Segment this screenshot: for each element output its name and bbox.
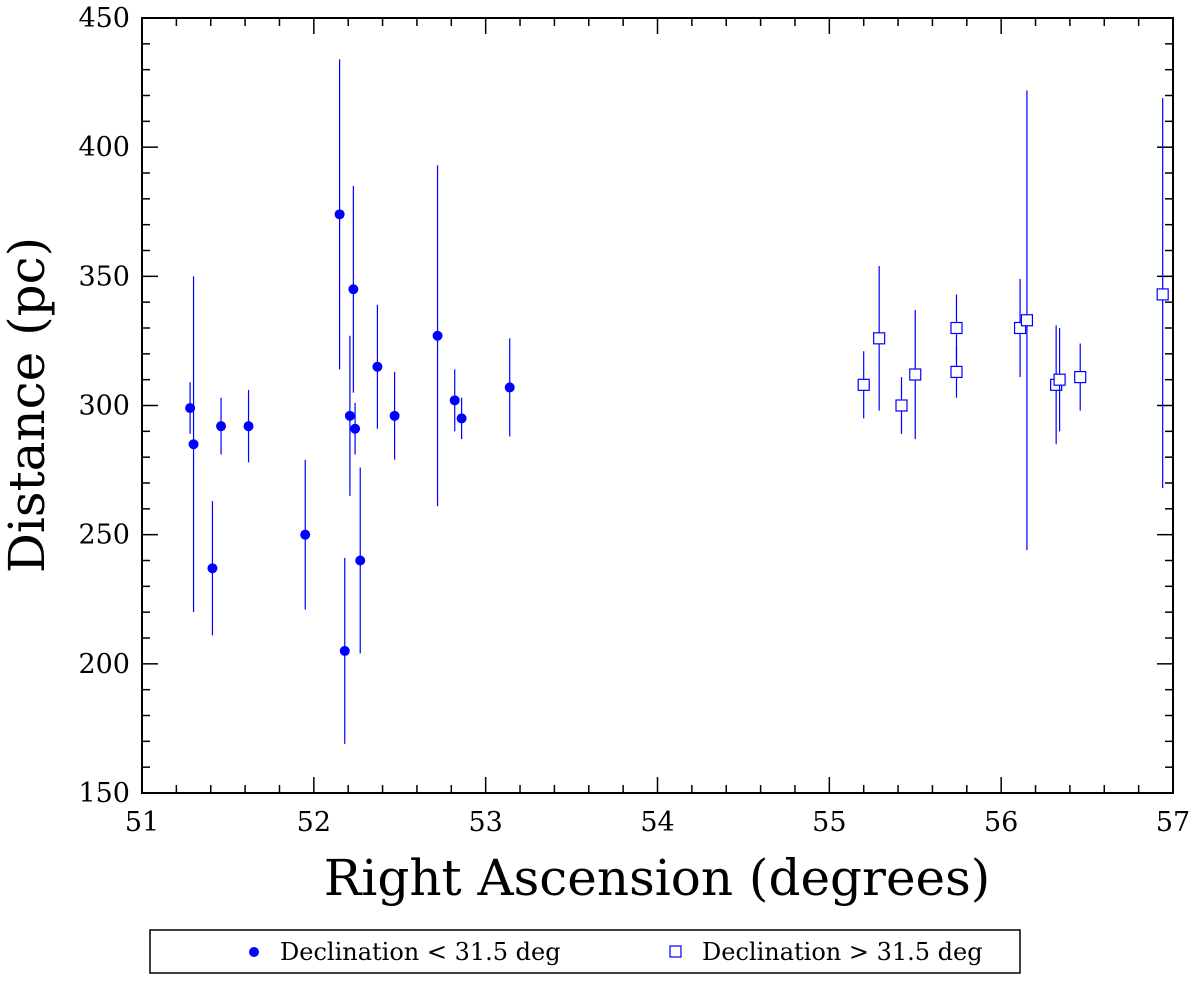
data-point xyxy=(449,395,460,406)
legend-marker-filled-circle xyxy=(249,947,259,957)
y-tick-label: 450 xyxy=(78,3,130,34)
data-point xyxy=(350,423,361,434)
data-point xyxy=(1020,314,1034,327)
x-tick-label: 54 xyxy=(640,807,674,838)
data-point xyxy=(216,421,227,432)
legend-label-high-declination: Declination > 31.5 deg xyxy=(702,938,983,966)
data-point xyxy=(372,361,383,372)
legend-marker-open-square xyxy=(669,945,682,958)
y-tick-label: 400 xyxy=(78,132,130,163)
data-point xyxy=(1013,321,1027,335)
plot-area xyxy=(185,59,1169,744)
y-tick-label: 350 xyxy=(78,261,130,292)
data-point xyxy=(504,382,515,393)
data-point xyxy=(432,330,443,341)
data-point xyxy=(389,410,400,421)
data-point xyxy=(909,368,922,381)
data-point xyxy=(344,410,355,421)
x-tick-label: 56 xyxy=(984,807,1018,838)
data-point xyxy=(950,365,963,379)
series-1 xyxy=(857,90,1169,551)
x-tick-label: 57 xyxy=(1156,807,1190,838)
data-point xyxy=(895,399,908,412)
data-point xyxy=(355,555,366,566)
data-point xyxy=(300,529,311,540)
series-0 xyxy=(185,59,515,744)
data-point xyxy=(185,403,196,414)
x-tick-label: 51 xyxy=(125,807,159,838)
data-point xyxy=(857,378,870,391)
x-axis-label: Right Ascension (degrees) xyxy=(324,849,991,907)
data-point xyxy=(188,439,199,450)
legend: Declination < 31.5 deg Declination > 31.… xyxy=(149,929,1021,974)
x-tick-label: 55 xyxy=(812,807,846,838)
x-tick-label: 53 xyxy=(468,807,502,838)
data-point xyxy=(1074,370,1087,384)
y-tick-label: 300 xyxy=(78,391,130,422)
data-point xyxy=(207,563,218,574)
data-point xyxy=(950,321,963,335)
data-point xyxy=(1053,373,1066,386)
data-point xyxy=(334,209,345,220)
data-point xyxy=(873,332,886,345)
x-tick-label: 52 xyxy=(297,807,331,838)
legend-box xyxy=(149,929,1021,974)
y-axis-label: Distance (pc) xyxy=(0,237,56,573)
legend-label-low-declination: Declination < 31.5 deg xyxy=(280,938,561,966)
data-point xyxy=(456,413,467,424)
tick-labels: 51 52 53 54 55 56 57 150 200 250 300 350 400 450 xyxy=(78,3,1190,838)
y-tick-label: 150 xyxy=(78,778,130,809)
data-point xyxy=(243,421,254,432)
data-point xyxy=(348,284,359,295)
data-point xyxy=(1156,288,1169,301)
data-point xyxy=(339,645,350,656)
plot-frame xyxy=(141,17,1174,794)
y-tick-label: 200 xyxy=(78,649,130,680)
y-tick-label: 250 xyxy=(78,520,130,551)
